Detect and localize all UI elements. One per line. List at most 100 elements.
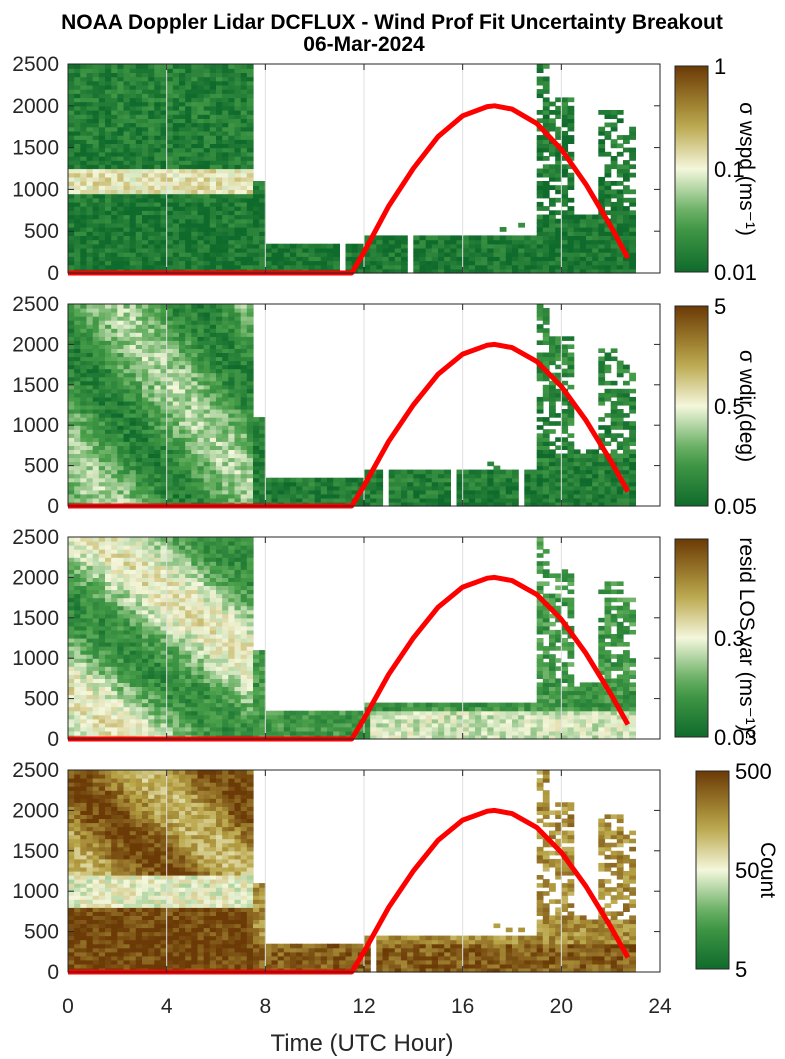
heatmap-cell (444, 243, 451, 249)
heatmap-cell (555, 388, 562, 394)
heatmap-cell (160, 264, 168, 270)
heatmap-cell (92, 477, 100, 483)
heatmap-cell (123, 118, 131, 124)
heatmap-cell (86, 629, 94, 635)
heatmap-cell (209, 477, 217, 483)
heatmap-cell (197, 243, 205, 249)
heatmap-cell (197, 256, 205, 262)
heatmap-cell (105, 139, 112, 144)
heatmap-cell (339, 485, 347, 491)
heatmap-cell (216, 445, 223, 450)
heatmap-cell (586, 231, 593, 236)
heatmap-cell (105, 72, 112, 78)
heatmap-cell (493, 268, 501, 274)
heatmap-cell (586, 493, 593, 499)
heatmap-cell (129, 156, 137, 161)
heatmap-cell (135, 384, 143, 390)
heatmap-cell (203, 256, 211, 262)
heatmap-cell (536, 235, 544, 241)
heatmap-cell (68, 114, 75, 119)
heatmap-cell (166, 118, 174, 124)
heatmap-cell (129, 214, 137, 220)
heatmap-cell (129, 332, 137, 337)
heatmap-cell (148, 168, 155, 174)
heatmap-cell (320, 481, 328, 487)
heatmap-cell (610, 139, 618, 144)
heatmap-cell (209, 239, 217, 245)
heatmap-cell (98, 206, 106, 211)
heatmap-cell (80, 80, 88, 86)
heatmap-cell (222, 156, 229, 161)
heatmap-cell (629, 421, 636, 426)
heatmap-cell (92, 589, 100, 595)
heatmap-cell (413, 260, 421, 266)
heatmap-cell (92, 135, 100, 140)
heatmap-cell (431, 235, 439, 241)
heatmap-cell (166, 197, 174, 203)
heatmap-cell (135, 433, 143, 438)
heatmap-cell (524, 502, 532, 507)
heatmap-cell (111, 101, 118, 107)
heatmap-cell (92, 489, 100, 495)
heatmap-cell (629, 252, 636, 257)
heatmap-cell (493, 493, 501, 499)
heatmap-cell (468, 239, 476, 245)
heatmap-cell (166, 252, 174, 257)
heatmap-cell (512, 256, 519, 262)
heatmap-cell (610, 405, 618, 410)
heatmap-cell (197, 340, 205, 345)
heatmap-cell (573, 222, 581, 228)
heatmap-cell (586, 489, 593, 495)
heatmap-cell (166, 264, 174, 270)
heatmap-cell (561, 172, 569, 178)
heatmap-cell (604, 392, 612, 398)
heatmap-cell (431, 493, 439, 499)
heatmap-cell (129, 97, 137, 103)
heatmap-cell (179, 168, 186, 174)
heatmap-cell (376, 493, 384, 499)
heatmap-cell (240, 392, 248, 398)
heatmap-cell (604, 181, 612, 186)
heatmap-cell (228, 344, 236, 349)
heatmap-cell (160, 380, 168, 386)
heatmap-cell (197, 130, 205, 136)
heatmap-cell (123, 457, 131, 463)
heatmap-cell (197, 101, 205, 107)
heatmap-cell (68, 376, 75, 382)
heatmap-cell (567, 227, 575, 232)
heatmap-cell (68, 497, 75, 503)
heatmap-cell (370, 497, 377, 503)
heatmap-cell (536, 453, 544, 459)
heatmap-cell (123, 481, 131, 487)
heatmap-cell (240, 449, 248, 454)
heatmap-cell (438, 252, 445, 257)
heatmap-cell (68, 625, 75, 631)
heatmap-cell (623, 243, 630, 249)
heatmap-cell (166, 356, 174, 362)
heatmap-cell (74, 110, 81, 115)
heatmap-cell (185, 201, 192, 207)
heatmap-cell (388, 260, 396, 266)
heatmap-cell (185, 485, 192, 491)
heatmap-cell (246, 114, 254, 119)
heatmap-cell (117, 164, 125, 170)
heatmap-cell (536, 185, 544, 190)
heatmap-cell (271, 497, 279, 503)
heatmap-cell (92, 710, 100, 716)
heatmap-cell (561, 247, 569, 253)
heatmap-cell (92, 376, 100, 382)
heatmap-cell (549, 502, 556, 507)
heatmap-cell (92, 260, 100, 266)
heatmap-cell (135, 210, 143, 216)
heatmap-cell (401, 502, 408, 507)
heatmap-cell (549, 110, 556, 115)
heatmap-cell (253, 193, 260, 199)
heatmap-cell (505, 497, 513, 503)
heatmap-cell (160, 312, 168, 317)
heatmap-cell (148, 72, 155, 78)
heatmap-cell (74, 252, 81, 257)
heatmap-cell (222, 493, 229, 499)
heatmap-cell (209, 457, 217, 463)
heatmap-cell (142, 328, 149, 333)
heatmap-cell (592, 457, 599, 463)
